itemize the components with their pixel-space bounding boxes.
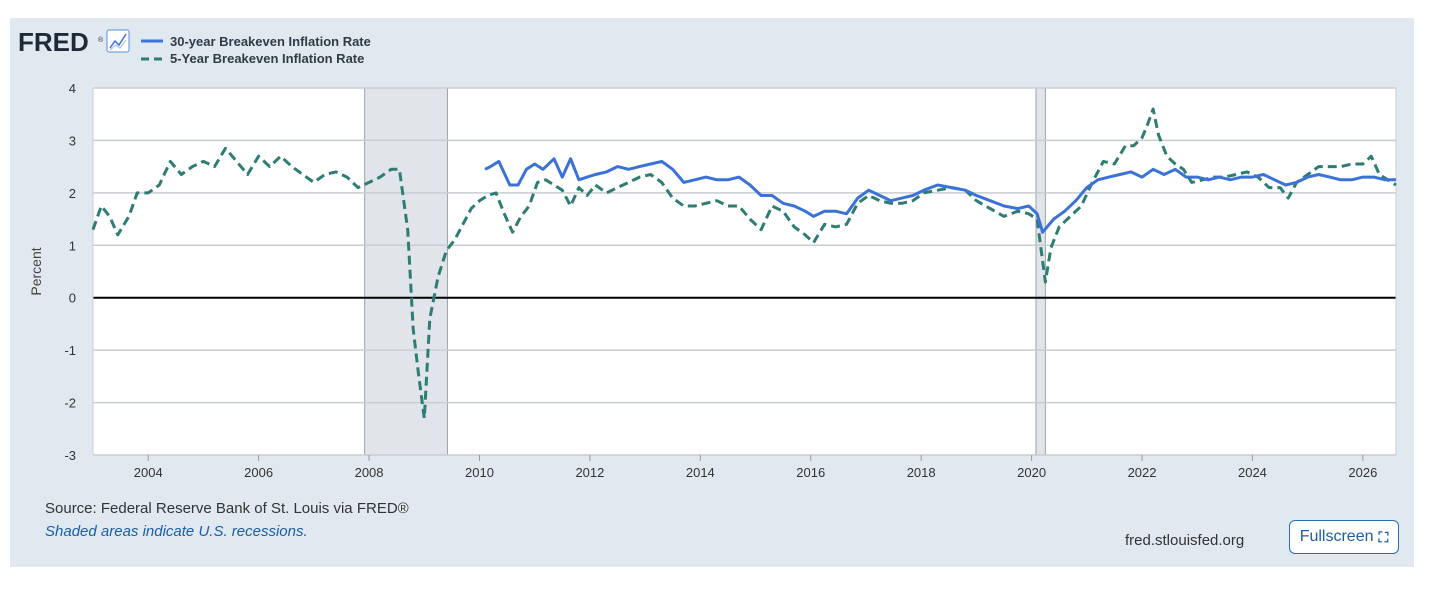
x-tick-label: 2024 [1238,465,1267,480]
x-tick-label: 2018 [907,465,936,480]
chart-frame: FRED ® 30-year Breakeven Inflation Rate … [10,18,1414,567]
y-tick-label: 1 [69,238,76,253]
gridlines [92,87,1397,456]
x-tick-label: 2010 [465,465,494,480]
y-tick-label: 4 [69,81,76,96]
chart-header: FRED ® 30-year Breakeven Inflation Rate … [18,27,371,66]
x-tick-label: 2004 [134,465,163,480]
fullscreen-button[interactable]: Fullscreen ⛶ [1289,520,1399,554]
x-axis-ticks: 2004 2006 2008 2010 2012 2014 2016 2018 2020 2022… [134,455,1377,480]
x-tick-label: 2008 [355,465,384,480]
fullscreen-label: Fullscreen [1299,528,1374,545]
y-tick-label: -1 [64,343,76,358]
series-30yr-line [484,157,1396,234]
y-axis-ticks: -3 -2 -1 0 1 2 3 4 [64,81,76,463]
x-tick-label: 2022 [1128,465,1157,480]
y-tick-label: 2 [69,186,76,201]
y-tick-label: -3 [64,448,76,463]
x-tick-label: 2016 [796,465,825,480]
fred-logo[interactable]: FRED [18,27,89,57]
expand-icon: ⛶ [1378,528,1389,545]
y-tick-label: -2 [64,396,76,411]
series-lines [91,107,1397,420]
x-tick-label: 2026 [1348,465,1377,480]
x-tick-label: 2020 [1017,465,1046,480]
y-tick-label: 0 [69,291,76,306]
x-tick-label: 2014 [686,465,715,480]
x-tick-label: 2006 [244,465,273,480]
plot-background [93,88,1396,455]
site-link[interactable]: fred.stlouisfed.org [1125,532,1245,549]
legend-label-30yr: 30-year Breakeven Inflation Rate [170,34,371,49]
y-tick-label: 3 [69,133,76,148]
x-tick-label: 2012 [575,465,604,480]
legend-label-5yr: 5-Year Breakeven Inflation Rate [170,51,364,66]
recession-bands [364,87,1046,456]
recession-note: Shaded areas indicate U.S. recessions. [45,523,308,540]
plot-area [93,88,1396,455]
source-note: Source: Federal Reserve Bank of St. Loui… [45,500,409,517]
chart-svg: FRED ® 30-year Breakeven Inflation Rate … [18,27,1397,480]
series-5yr-line [91,107,1397,420]
fred-logo-mark: ® [98,36,104,44]
y-axis-label: Percent [28,247,44,295]
recession-band [364,87,448,456]
recession-band [1035,87,1046,456]
chart-line-icon[interactable] [106,29,130,53]
